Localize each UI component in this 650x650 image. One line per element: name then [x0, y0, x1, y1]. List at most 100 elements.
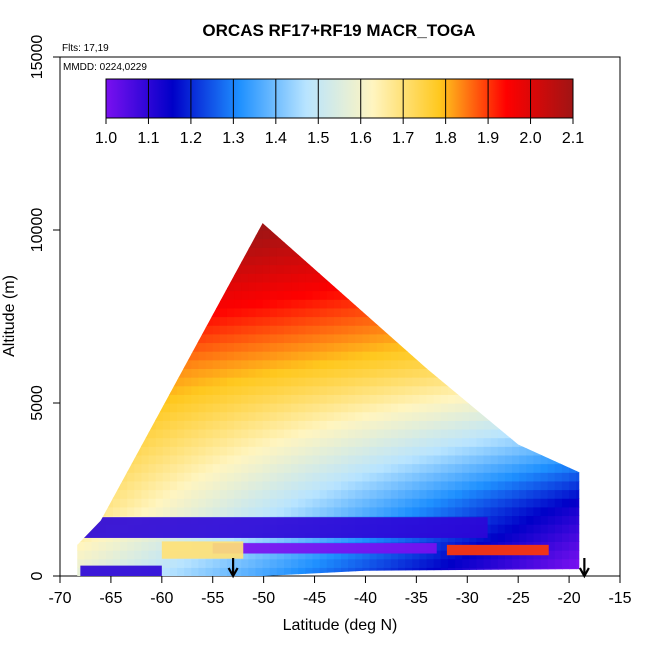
heatmap-cell [77, 480, 86, 491]
heatmap-cell [433, 454, 442, 465]
heatmap-cell [419, 489, 428, 499]
heatmap-cell [390, 454, 399, 465]
heatmap-cell [383, 385, 392, 395]
heatmap-cell [490, 351, 499, 361]
heatmap-cell [191, 307, 200, 318]
heatmap-cell [398, 480, 406, 491]
heatmap-cell [326, 506, 335, 517]
heatmap-cell [390, 230, 399, 240]
heatmap-cell [77, 394, 86, 404]
heatmap-cell [405, 472, 413, 482]
heatmap-cell [512, 472, 520, 482]
heatmap-cell [576, 403, 580, 413]
heatmap-cell [319, 420, 328, 430]
heatmap-cell [547, 377, 556, 387]
heatmap-cell [148, 342, 157, 352]
heatmap-cell [276, 498, 285, 508]
heatmap-cell [540, 420, 549, 430]
heatmap-cell [177, 437, 185, 447]
heatmap-cell [355, 359, 363, 369]
heatmap-cell [554, 377, 563, 387]
heatmap-cell [333, 290, 342, 300]
heatmap-cell [248, 230, 257, 240]
heatmap-cell [490, 524, 499, 534]
heatmap-cell [212, 325, 221, 335]
heatmap-cell [554, 420, 563, 430]
heatmap-cell [412, 230, 421, 240]
heatmap-cell [312, 437, 321, 447]
heatmap-cell [512, 281, 520, 292]
heatmap-cell [284, 255, 292, 266]
heatmap-cell [433, 550, 442, 560]
heatmap-cell [241, 403, 249, 413]
heatmap-cell [469, 385, 478, 395]
heatmap-cell [269, 411, 278, 421]
heatmap-cell [512, 213, 520, 222]
heatmap-cell [540, 524, 549, 534]
heatmap-cell [298, 420, 306, 430]
heatmap-cell [134, 506, 143, 517]
heatmap-cell [405, 351, 413, 361]
heatmap-cell [226, 307, 235, 318]
heatmap-cell [205, 437, 214, 447]
heatmap-cell [341, 403, 349, 413]
heatmap-cell [405, 213, 413, 222]
heatmap-cell [383, 463, 392, 473]
heatmap-cell [134, 325, 143, 335]
heatmap-cell [162, 411, 171, 421]
heatmap-cell [91, 385, 100, 395]
heatmap-cell [419, 230, 428, 240]
heatmap-cell [248, 247, 257, 257]
heatmap-cell [312, 403, 321, 413]
heatmap-cell [212, 480, 221, 491]
heatmap-cell [198, 377, 207, 387]
heatmap-cell [554, 255, 563, 266]
heatmap-cell [177, 506, 185, 517]
heatmap-cell [412, 550, 421, 560]
heatmap-cell [447, 437, 456, 447]
heatmap-cell [490, 480, 499, 491]
heatmap-cell [148, 255, 157, 266]
heatmap-cell [383, 472, 392, 482]
heatmap-cell [569, 377, 577, 387]
heatmap-cell [84, 385, 93, 395]
heatmap-cell [326, 377, 335, 387]
heatmap-cell [120, 238, 128, 248]
heatmap-cell [433, 411, 442, 421]
heatmap-cell [184, 247, 192, 257]
heatmap-cell [234, 238, 242, 248]
heatmap-cell [483, 403, 492, 413]
heatmap-cell [84, 325, 93, 335]
heatmap-cell [241, 230, 249, 240]
heatmap-cell [490, 558, 499, 568]
heatmap-cell [554, 463, 563, 473]
heatmap-cell [120, 351, 128, 361]
heatmap-cell [490, 506, 499, 517]
heatmap-cell [376, 403, 385, 413]
heatmap-cell [362, 394, 371, 404]
heatmap-cell [291, 437, 299, 447]
heatmap-cell [169, 437, 178, 447]
heatmap-cell [341, 299, 349, 309]
heatmap-cell [519, 403, 527, 413]
heatmap-cell [398, 377, 406, 387]
heatmap-cell [341, 307, 349, 318]
heatmap-cell [405, 273, 413, 283]
heatmap-cell [490, 264, 499, 274]
heatmap-cell [155, 290, 164, 300]
x-axis-label: Latitude (deg N) [283, 617, 398, 634]
heatmap-cell [291, 463, 299, 473]
heatmap-cell [447, 446, 456, 456]
heatmap-cell [476, 273, 485, 283]
heatmap-cell [561, 420, 570, 430]
heatmap-cell [554, 428, 563, 439]
heatmap-cell [319, 351, 328, 361]
heatmap-cell [561, 472, 570, 482]
heatmap-cell [405, 480, 413, 491]
heatmap-cell [433, 506, 442, 517]
heatmap-cell [205, 558, 214, 568]
heatmap-cell [112, 377, 121, 387]
heatmap-cell [455, 403, 463, 413]
heatmap-cell [398, 230, 406, 240]
heatmap-cell [519, 290, 527, 300]
